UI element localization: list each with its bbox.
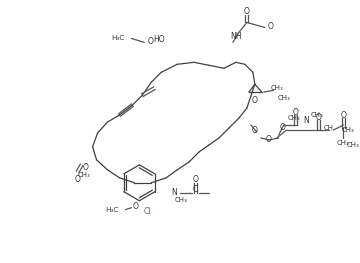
Text: CH₃: CH₃: [277, 95, 290, 101]
Text: O: O: [83, 163, 89, 172]
Text: CH₃: CH₃: [77, 172, 90, 178]
Text: CH₃: CH₃: [310, 112, 323, 118]
Text: CH₃: CH₃: [175, 197, 188, 203]
Text: CH₃: CH₃: [337, 140, 350, 146]
Text: O: O: [316, 113, 321, 122]
Text: CH: CH: [324, 125, 333, 131]
Text: O: O: [268, 22, 274, 31]
Text: CH₃: CH₃: [270, 85, 283, 91]
Text: Cl: Cl: [144, 207, 151, 216]
Text: O: O: [132, 202, 138, 211]
Text: HO: HO: [153, 35, 165, 44]
Text: H₃C: H₃C: [105, 207, 118, 213]
Text: O: O: [293, 108, 298, 117]
Text: O: O: [252, 96, 258, 105]
Text: CH₃: CH₃: [342, 127, 355, 133]
Text: O: O: [266, 135, 272, 144]
Text: H₃C: H₃C: [111, 36, 124, 41]
Text: O: O: [252, 125, 258, 134]
Text: O: O: [280, 123, 285, 132]
Text: O: O: [244, 7, 250, 16]
Text: O: O: [75, 175, 81, 184]
Text: CH₃: CH₃: [347, 142, 360, 148]
Text: CH₃: CH₃: [287, 115, 300, 121]
Text: NH: NH: [230, 32, 242, 41]
Text: O: O: [192, 175, 198, 184]
Text: C: C: [193, 185, 198, 194]
Text: O: O: [147, 37, 153, 46]
Text: N: N: [304, 115, 310, 125]
Text: N: N: [171, 188, 177, 197]
Text: O: O: [341, 110, 346, 120]
